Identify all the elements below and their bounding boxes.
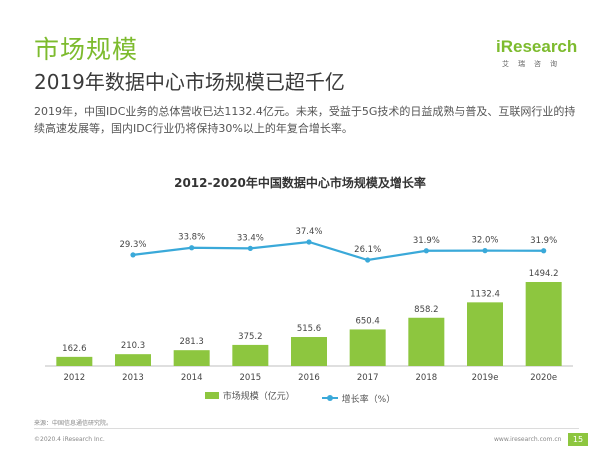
bar-label-2020e: 1494.2 [529, 269, 559, 279]
x-tick-2012: 2012 [64, 373, 86, 383]
bar-label-2014: 281.3 [179, 337, 203, 347]
growth-point-2018 [423, 248, 429, 254]
x-tick-2013: 2013 [122, 373, 144, 383]
x-tick-2015: 2015 [240, 373, 262, 383]
page-number: 15 [568, 433, 588, 446]
bar-label-2019e: 1132.4 [470, 289, 500, 299]
growth-point-2015 [247, 245, 253, 251]
footer-divider [34, 428, 579, 429]
growth-point-2020e [541, 248, 547, 254]
growth-label-2014: 33.8% [178, 233, 205, 243]
bar-2020e [525, 282, 562, 366]
source-note: 来源：中国信息通信研究院。 [34, 420, 113, 427]
growth-point-2017 [365, 257, 371, 263]
website-url: www.iresearch.com.cn [494, 436, 562, 443]
legend-label-market-size: 市场规模（亿元） [222, 392, 295, 402]
x-tick-2017: 2017 [357, 373, 379, 383]
growth-label-2020e: 31.9% [530, 236, 557, 246]
legend-item-growth-rate: 增长率（%） [321, 392, 396, 405]
section-title: 市场规模 [34, 35, 139, 64]
bar-2012 [56, 356, 93, 366]
bar-2014 [173, 350, 210, 366]
x-tick-2018: 2018 [416, 373, 438, 383]
growth-point-2019e [482, 248, 488, 254]
bar-2017 [349, 329, 386, 366]
bar-label-2015: 375.2 [238, 332, 262, 342]
logo-wordmark: iResearch [496, 37, 578, 56]
bar-2013 [115, 354, 151, 366]
bar-label-2016: 515.6 [297, 324, 321, 334]
growth-rate-line [132, 240, 544, 262]
x-tick-2016: 2016 [298, 373, 320, 383]
bar-label-2018: 858.2 [414, 305, 438, 315]
growth-label-2019e: 32.0% [471, 236, 498, 246]
bar-label-2013: 210.3 [121, 341, 145, 351]
growth-label-2017: 26.1% [354, 245, 381, 255]
growth-label-2018: 31.9% [413, 236, 440, 246]
bar-2019e [467, 302, 503, 366]
x-tick-2019e: 2019e [472, 373, 499, 383]
legend-line-swatch [321, 395, 338, 401]
chart-legend: 市场规模（亿元） 增长率（%） [0, 389, 600, 405]
legend-label-growth-rate: 增长率（%） [341, 394, 396, 405]
growth-point-2016 [306, 239, 312, 245]
x-tick-2014: 2014 [181, 373, 203, 383]
copyright: ©2020.4 iResearch Inc. [34, 436, 105, 443]
x-tick-2020e: 2020e [530, 373, 557, 383]
growth-point-2013 [130, 252, 136, 258]
bar-2018 [408, 317, 445, 366]
bar-2015 [232, 344, 269, 366]
page-headline: 2019年数据中心市场规模已超千亿 [34, 70, 345, 94]
growth-label-2016: 37.4% [295, 227, 322, 237]
iresearch-logo: iResearch 艾瑞咨询 [496, 37, 578, 77]
growth-label-2015: 33.4% [237, 233, 264, 243]
legend-item-market-size: 市场规模（亿元） [204, 389, 295, 402]
growth-point-2014 [189, 245, 195, 251]
growth-label-2013: 29.3% [119, 240, 146, 250]
logo-tagline: 艾瑞咨询 [502, 60, 566, 68]
bar-label-2012: 162.6 [62, 344, 86, 354]
chart-title: 2012-2020年中国数据中心市场规模及增长率 [174, 176, 426, 190]
intro-paragraph: 2019年，中国IDC业务的总体营收已达1132.4亿元。未来，受益于5G技术的… [34, 105, 576, 135]
bar-2016 [291, 337, 327, 366]
bar-label-2017: 650.4 [355, 316, 379, 326]
legend-bar-swatch [204, 392, 219, 399]
